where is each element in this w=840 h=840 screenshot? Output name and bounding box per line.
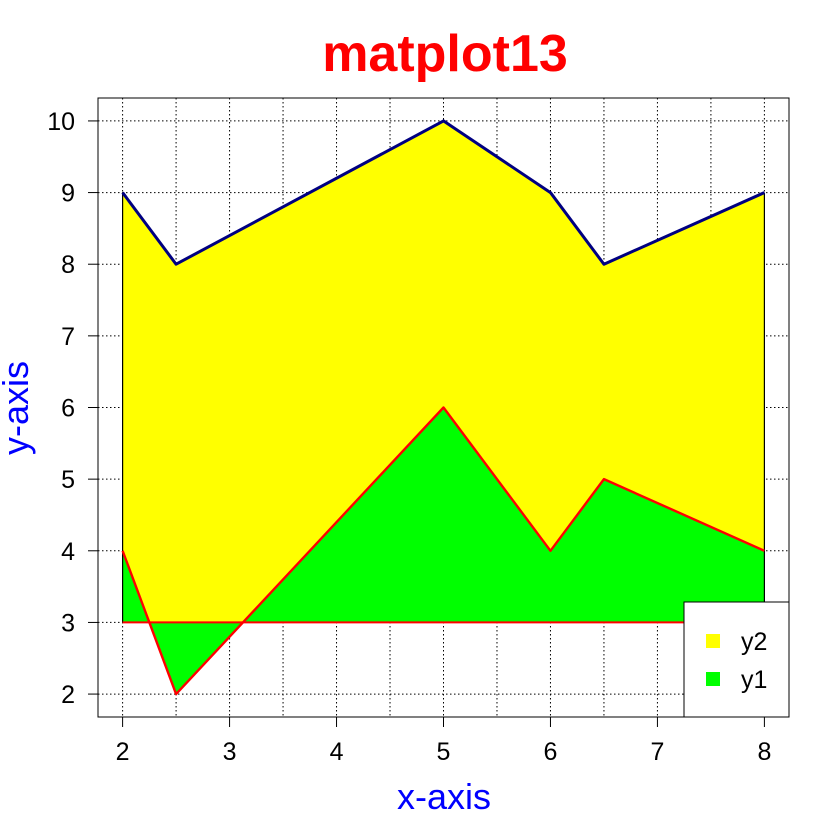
x-tick-label: 5 bbox=[437, 738, 451, 766]
x-tick-label: 4 bbox=[330, 738, 344, 766]
x-axis: 2 3 4 5 6 7 8 bbox=[116, 716, 771, 766]
x-axis-label: x-axis bbox=[397, 776, 491, 817]
legend-swatch-y2 bbox=[706, 634, 720, 648]
y-tick-label: 4 bbox=[61, 538, 75, 566]
legend-box bbox=[683, 601, 790, 718]
legend-swatch-y1 bbox=[706, 672, 720, 686]
x-tick-label: 8 bbox=[757, 738, 771, 766]
x-tick-label: 3 bbox=[223, 738, 237, 766]
y-tick-label: 5 bbox=[61, 466, 75, 494]
y-tick-label: 8 bbox=[61, 251, 75, 279]
series-line-y2 bbox=[121, 119, 766, 266]
y-tick-label: 2 bbox=[61, 681, 75, 709]
y-tick-label: 6 bbox=[61, 395, 75, 423]
y-axis: 2 3 4 5 6 7 8 9 10 bbox=[47, 108, 99, 709]
chart-title: matplot13 bbox=[322, 25, 568, 83]
line-layer bbox=[121, 119, 766, 696]
y-tick-label: 10 bbox=[47, 108, 75, 136]
y-tick-label: 3 bbox=[61, 609, 75, 637]
x-tick-label: 7 bbox=[650, 738, 664, 766]
y-tick-label: 7 bbox=[61, 323, 75, 351]
legend-label-y1: y1 bbox=[741, 666, 767, 694]
x-tick-label: 6 bbox=[544, 738, 558, 766]
y-tick-label: 9 bbox=[61, 180, 75, 208]
legend-label-y2: y2 bbox=[741, 628, 767, 656]
series-line-y1 bbox=[121, 406, 765, 696]
y-axis-label: y-axis bbox=[0, 361, 36, 455]
x-tick-label: 2 bbox=[116, 738, 130, 766]
